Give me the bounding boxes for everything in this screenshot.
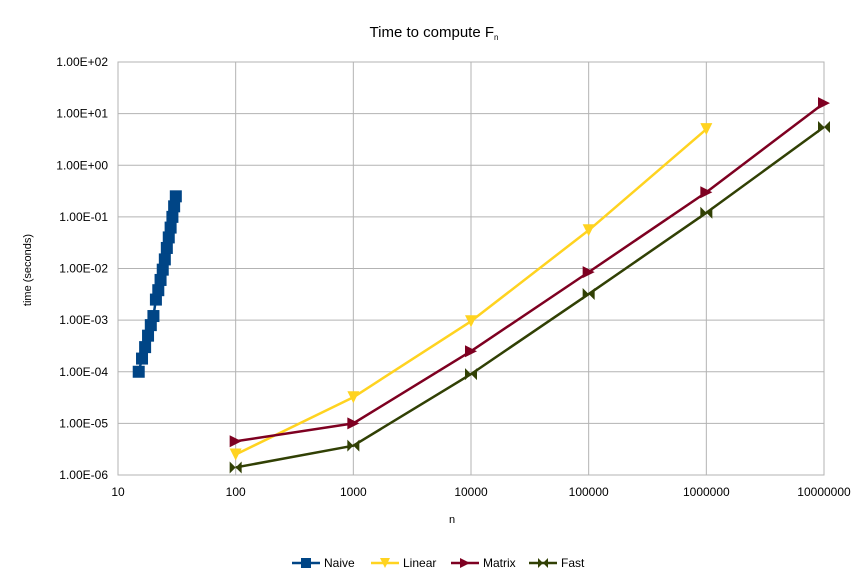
data-point-left — [700, 206, 707, 219]
series-layer — [132, 97, 830, 474]
data-point — [700, 123, 713, 136]
data-point-left — [465, 368, 471, 381]
data-point — [818, 121, 830, 134]
data-point — [229, 448, 242, 461]
plot-area — [117, 61, 825, 476]
data-point-left — [229, 461, 236, 474]
y-tick-label: 1.00E-02 — [59, 262, 108, 276]
data-point-right — [235, 461, 242, 474]
y-tick-label: 1.00E+00 — [56, 158, 108, 172]
data-point — [169, 190, 182, 203]
series-matrix — [229, 97, 830, 448]
x-axis-label: n — [449, 514, 455, 526]
data-point-right — [824, 121, 830, 134]
data-point — [156, 263, 169, 276]
data-point — [144, 319, 157, 332]
data-point — [162, 231, 175, 244]
x-tick-label: 100 — [226, 485, 246, 499]
data-point-right — [353, 439, 360, 452]
legend-label-matrix: Matrix — [483, 556, 516, 570]
data-point-left — [347, 439, 354, 452]
series-fast — [229, 121, 830, 474]
legend-item-matrix: Matrix — [451, 556, 516, 570]
y-tick-label: 1.00E+01 — [56, 107, 108, 121]
data-point — [347, 391, 360, 404]
legend-label-fast: Fast — [561, 556, 585, 570]
data-point — [160, 241, 173, 254]
data-point — [301, 558, 311, 568]
data-point — [154, 273, 167, 286]
x-tick-label: 1000 — [340, 485, 367, 499]
data-point-right — [588, 288, 595, 301]
series-line-fast — [235, 126, 825, 469]
y-tick-label: 1.00E+02 — [56, 55, 108, 69]
gridlines — [117, 61, 825, 476]
data-point — [132, 365, 145, 378]
legend-item-linear: Linear — [371, 556, 436, 570]
data-point — [347, 417, 360, 430]
y-tick-label: 1.00E-01 — [59, 210, 108, 224]
data-point — [147, 310, 160, 323]
data-point-left — [818, 121, 824, 134]
data-point — [582, 266, 595, 279]
chart-title: Time to compute Fn — [370, 24, 499, 42]
series-naive — [132, 190, 182, 378]
data-point — [582, 224, 595, 237]
y-tick-label: 1.00E-06 — [59, 468, 108, 482]
data-point — [158, 253, 171, 266]
data-point — [166, 210, 179, 223]
data-point — [139, 341, 152, 354]
data-point — [229, 461, 242, 474]
data-point-left — [582, 288, 589, 301]
y-axis-label: time (seconds) — [22, 234, 34, 306]
data-point — [229, 435, 242, 448]
data-point-right — [471, 368, 477, 381]
legend: Naive Linear Matrix Fast — [292, 556, 585, 570]
data-point-right — [706, 206, 713, 219]
legend-label-naive: Naive — [324, 556, 355, 570]
data-point — [152, 284, 165, 297]
y-axis-ticks: 1.00E-06 1.00E-05 1.00E-04 1.00E-03 1.00E-02… — [56, 55, 108, 482]
x-axis-ticks: 10 100 1000 10000 100000 1000000 10000000 — [111, 485, 851, 499]
series-line-matrix — [235, 102, 825, 443]
x-tick-label: 10000 — [454, 485, 488, 499]
y-tick-label: 1.00E-03 — [59, 313, 108, 327]
data-point — [142, 329, 155, 342]
data-point — [149, 293, 162, 306]
data-point — [818, 97, 830, 110]
data-point-left — [538, 558, 543, 568]
series-linear — [229, 123, 713, 461]
data-point — [380, 558, 390, 568]
data-point — [465, 345, 477, 358]
data-point — [460, 558, 470, 568]
data-point — [582, 288, 595, 301]
data-point-right — [543, 558, 548, 568]
x-tick-label: 10 — [111, 485, 125, 499]
legend-item-fast: Fast — [529, 556, 585, 570]
legend-label-linear: Linear — [403, 556, 436, 570]
data-point — [700, 206, 713, 219]
data-point — [538, 558, 548, 568]
legend-item-naive: Naive — [292, 556, 355, 570]
data-point — [168, 200, 181, 213]
x-tick-label: 10000000 — [797, 485, 851, 499]
plot-border — [117, 61, 825, 476]
data-point — [136, 352, 149, 365]
x-tick-label: 100000 — [569, 485, 609, 499]
data-point — [164, 221, 177, 234]
y-tick-label: 1.00E-05 — [59, 416, 108, 430]
data-point — [347, 439, 360, 452]
y-tick-label: 1.00E-04 — [59, 365, 108, 379]
data-point — [465, 315, 477, 328]
x-tick-label: 1000000 — [683, 485, 730, 499]
data-point — [465, 368, 477, 381]
data-point — [700, 186, 713, 199]
